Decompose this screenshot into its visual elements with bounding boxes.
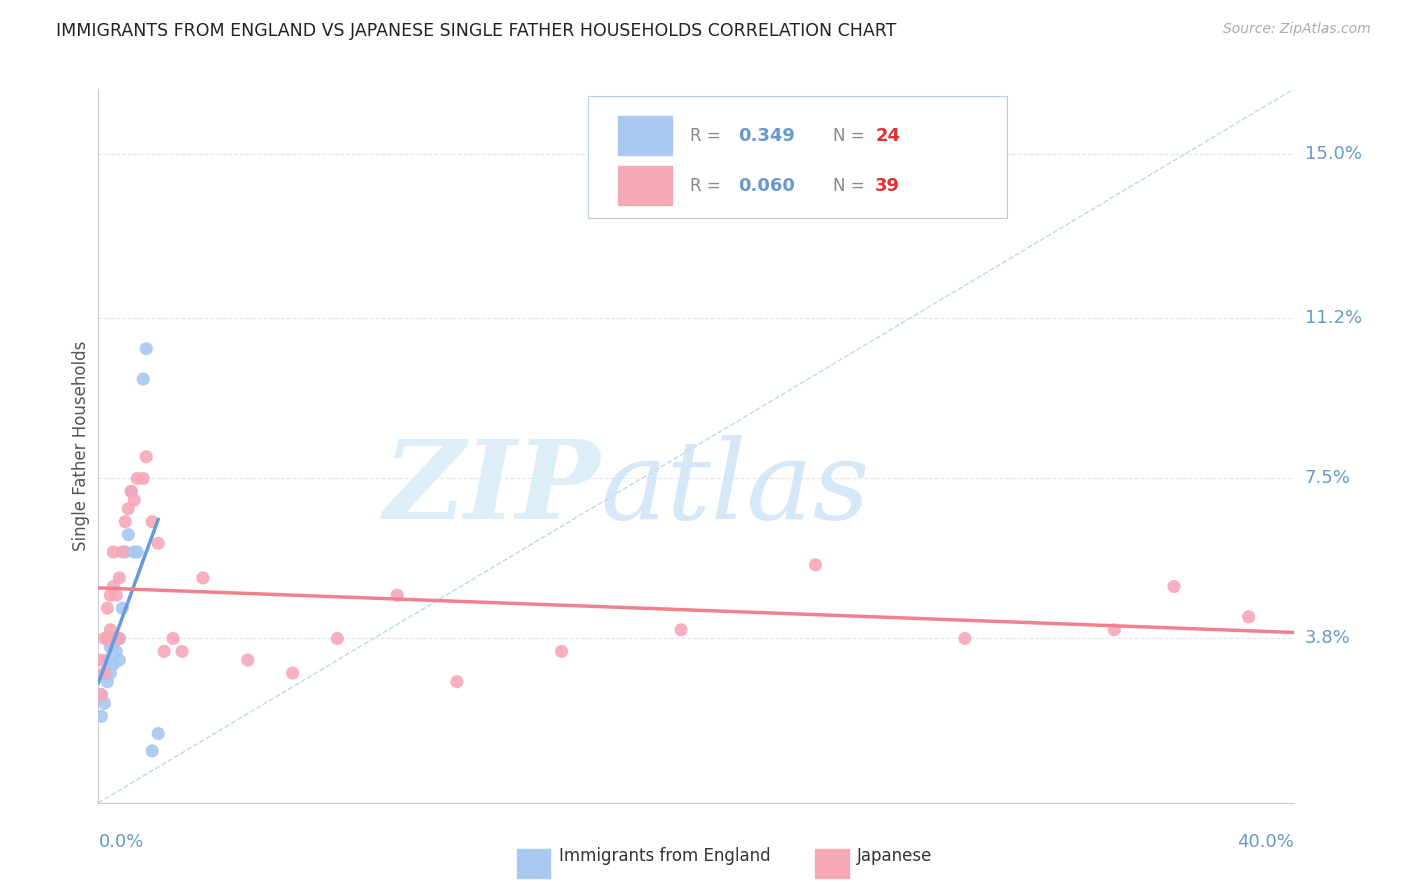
Point: [127, 471, 149, 485]
Text: 0.349: 0.349: [738, 127, 794, 145]
Point: [93, 632, 115, 646]
Point: [281, 666, 304, 681]
Point: [96, 653, 118, 667]
Point: [108, 653, 131, 667]
Point: [90, 688, 112, 702]
Point: [141, 744, 163, 758]
Point: [148, 536, 170, 550]
Text: ZIP: ZIP: [384, 435, 600, 542]
Point: [96, 674, 118, 689]
Point: [236, 653, 259, 667]
Point: [105, 588, 128, 602]
Bar: [517, 849, 550, 878]
Text: 0.0%: 0.0%: [98, 833, 143, 851]
Point: [191, 571, 214, 585]
Point: [1163, 580, 1185, 594]
FancyBboxPatch shape: [588, 96, 1007, 218]
Point: [114, 515, 136, 529]
Point: [120, 484, 142, 499]
Text: Source: ZipAtlas.com: Source: ZipAtlas.com: [1223, 22, 1371, 37]
Text: 40.0%: 40.0%: [1237, 833, 1294, 851]
Point: [132, 372, 155, 386]
Point: [103, 640, 125, 654]
Point: [108, 632, 131, 646]
Point: [804, 558, 827, 572]
Point: [111, 601, 134, 615]
Point: [446, 674, 468, 689]
Point: [124, 545, 146, 559]
Point: [153, 644, 176, 658]
Text: Japanese: Japanese: [858, 847, 932, 865]
Point: [105, 644, 128, 658]
Point: [326, 632, 349, 646]
Point: [117, 501, 139, 516]
Point: [135, 450, 157, 464]
Text: 39: 39: [875, 177, 900, 194]
Point: [385, 588, 409, 602]
Point: [669, 623, 692, 637]
Point: [120, 484, 142, 499]
Text: 7.5%: 7.5%: [1305, 469, 1351, 487]
Point: [108, 571, 131, 585]
Bar: [619, 116, 672, 155]
Point: [1237, 610, 1260, 624]
Point: [93, 666, 115, 681]
Point: [172, 644, 194, 658]
Point: [90, 688, 112, 702]
Bar: [619, 166, 672, 205]
Point: [103, 657, 125, 672]
Point: [141, 515, 163, 529]
Point: [93, 666, 115, 681]
Text: N =: N =: [834, 127, 870, 145]
Y-axis label: Single Father Households: Single Father Households: [72, 341, 90, 551]
Point: [132, 471, 155, 485]
Point: [148, 726, 170, 740]
Point: [98, 666, 122, 681]
Text: 11.2%: 11.2%: [1305, 310, 1362, 327]
Text: R =: R =: [690, 127, 725, 145]
Text: R =: R =: [690, 177, 725, 194]
Point: [96, 601, 118, 615]
Point: [117, 527, 139, 541]
Point: [103, 545, 125, 559]
Text: atlas: atlas: [600, 435, 870, 542]
Bar: [815, 849, 849, 878]
Point: [124, 493, 146, 508]
Point: [98, 623, 122, 637]
Point: [111, 545, 134, 559]
Point: [105, 632, 128, 646]
Text: 24: 24: [875, 127, 900, 145]
Point: [103, 580, 125, 594]
Point: [90, 653, 112, 667]
Point: [550, 644, 572, 658]
Text: 3.8%: 3.8%: [1305, 630, 1350, 648]
Point: [93, 696, 115, 710]
Text: IMMIGRANTS FROM ENGLAND VS JAPANESE SINGLE FATHER HOUSEHOLDS CORRELATION CHART: IMMIGRANTS FROM ENGLAND VS JAPANESE SING…: [56, 22, 897, 40]
Text: 15.0%: 15.0%: [1305, 145, 1361, 163]
Point: [98, 640, 122, 654]
Point: [162, 632, 184, 646]
Point: [98, 588, 122, 602]
Text: Immigrants from England: Immigrants from England: [558, 847, 770, 865]
Point: [90, 709, 112, 723]
Point: [114, 545, 136, 559]
Point: [127, 545, 149, 559]
Point: [108, 632, 131, 646]
Point: [1104, 623, 1126, 637]
Point: [953, 632, 976, 646]
Text: 0.060: 0.060: [738, 177, 794, 194]
Text: N =: N =: [834, 177, 870, 194]
Point: [96, 632, 118, 646]
Point: [135, 342, 157, 356]
